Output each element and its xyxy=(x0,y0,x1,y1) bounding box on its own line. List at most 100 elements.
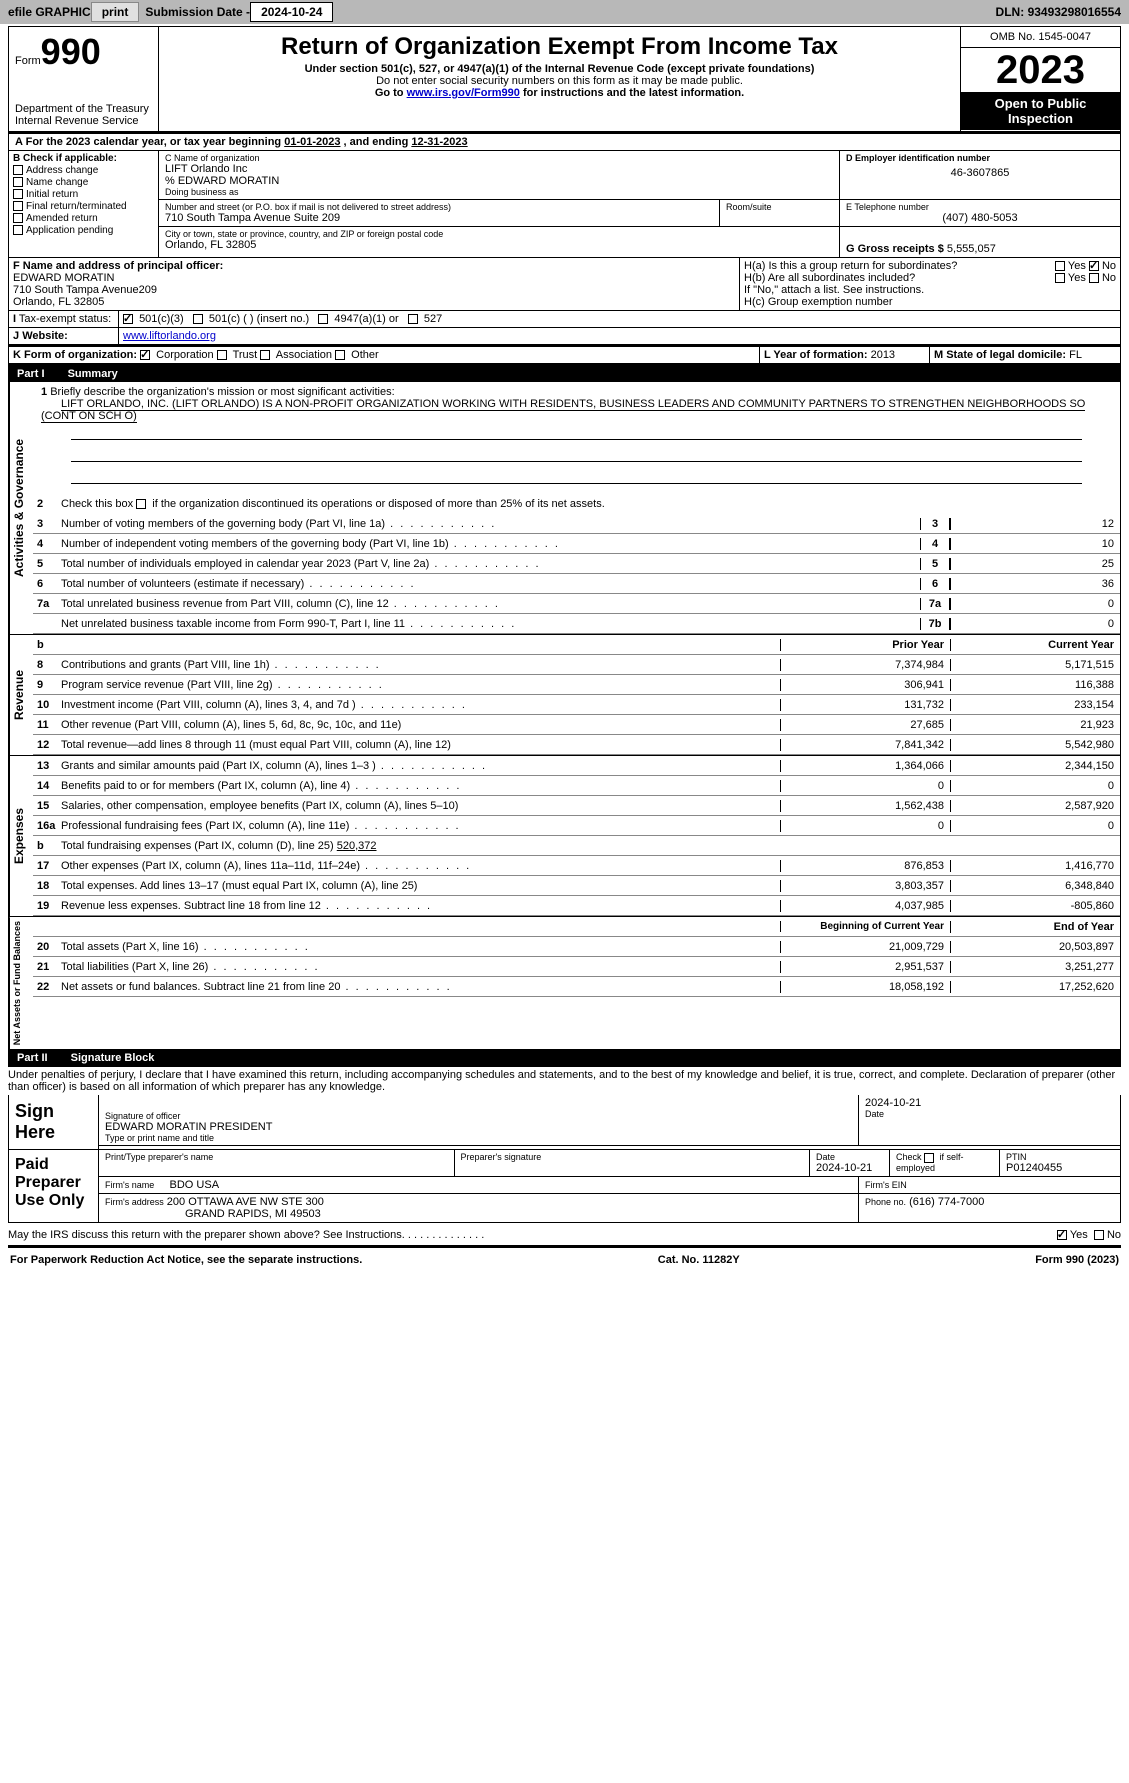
ein-value: 46-3607865 xyxy=(846,167,1114,179)
501c-checkbox[interactable] xyxy=(193,314,203,324)
firm-addr: 200 OTTAWA AVE NW STE 300 xyxy=(167,1196,324,1208)
curr-year-hdr: Current Year xyxy=(950,639,1120,651)
trust-checkbox[interactable] xyxy=(217,350,227,360)
net-assets-section: Net Assets or Fund Balances Beginning of… xyxy=(9,917,1120,1050)
line-15-prior: 1,562,438 xyxy=(780,800,950,812)
line-20-curr: 20,503,897 xyxy=(950,941,1120,953)
discuss-yes-checkbox[interactable] xyxy=(1057,1230,1067,1240)
line-14-curr: 0 xyxy=(950,780,1120,792)
ha-label: H(a) Is this a group return for subordin… xyxy=(744,260,957,272)
box-b: B Check if applicable: Address change Na… xyxy=(9,151,159,257)
section-fh: F Name and address of principal officer:… xyxy=(9,258,1120,311)
line-17-prior: 876,853 xyxy=(780,860,950,872)
line-17-curr: 1,416,770 xyxy=(950,860,1120,872)
footer: For Paperwork Reduction Act Notice, see … xyxy=(0,1250,1129,1270)
line-13: Grants and similar amounts paid (Part IX… xyxy=(57,758,780,774)
paid-preparer-label: Paid Preparer Use Only xyxy=(9,1150,99,1222)
line-8-prior: 7,374,984 xyxy=(780,659,950,671)
form-subtitle-1: Under section 501(c), 527, or 4947(a)(1)… xyxy=(167,63,952,75)
hb-yes-checkbox[interactable] xyxy=(1055,273,1065,283)
line-21-prior: 2,951,537 xyxy=(780,961,950,973)
ha-yes-checkbox[interactable] xyxy=(1055,261,1065,271)
gross-receipts: 5,555,057 xyxy=(947,243,996,255)
line-18-prior: 3,803,357 xyxy=(780,880,950,892)
line-12: Total revenue—add lines 8 through 11 (mu… xyxy=(57,737,780,753)
ptin-label: PTIN xyxy=(1006,1152,1114,1162)
firm-name: BDO USA xyxy=(170,1179,220,1191)
line-7b-val: 0 xyxy=(950,618,1120,630)
final-return-checkbox[interactable]: Final return/terminated xyxy=(13,201,154,212)
mission-text: LIFT ORLANDO, INC. (LIFT ORLANDO) IS A N… xyxy=(41,398,1085,423)
mission-blank-3 xyxy=(71,468,1082,484)
ha-no-checkbox[interactable] xyxy=(1089,261,1099,271)
line-16a-prior: 0 xyxy=(780,820,950,832)
header-left: Form990 Department of the Treasury Inter… xyxy=(9,27,159,131)
line-11-prior: 27,685 xyxy=(780,719,950,731)
mission-blank-1 xyxy=(71,424,1082,440)
4947-checkbox[interactable] xyxy=(318,314,328,324)
irs-label: Internal Revenue Service xyxy=(15,115,152,127)
firm-addr-label: Firm's address xyxy=(105,1197,164,1207)
line-15: Salaries, other compensation, employee b… xyxy=(57,798,780,814)
box-e: E Telephone number (407) 480-5053 xyxy=(840,200,1120,226)
section-i: I Tax-exempt status: 501(c)(3) 501(c) ( … xyxy=(9,311,1120,328)
line-16a: Professional fundraising fees (Part IX, … xyxy=(57,818,780,834)
dba-label: Doing business as xyxy=(165,187,833,197)
initial-return-checkbox[interactable]: Initial return xyxy=(13,189,154,200)
name-change-checkbox[interactable]: Name change xyxy=(13,177,154,188)
discuss-no-checkbox[interactable] xyxy=(1094,1230,1104,1240)
submission-date-value: 2024-10-24 xyxy=(250,2,333,22)
box-d: D Employer identification number 46-3607… xyxy=(840,151,1120,199)
line-18: Total expenses. Add lines 13–17 (must eq… xyxy=(57,878,780,894)
prior-year-hdr: Prior Year xyxy=(780,639,950,651)
hb-no-checkbox[interactable] xyxy=(1089,273,1099,283)
addr-change-checkbox[interactable]: Address change xyxy=(13,165,154,176)
self-employed-checkbox[interactable] xyxy=(924,1153,934,1163)
sig-date-value: 2024-10-21 xyxy=(865,1097,1114,1109)
line-2-checkbox[interactable] xyxy=(136,499,146,509)
section-bcd: B Check if applicable: Address change Na… xyxy=(9,151,1120,258)
line-5: Total number of individuals employed in … xyxy=(57,556,920,572)
paperwork-notice: For Paperwork Reduction Act Notice, see … xyxy=(10,1254,362,1266)
assoc-checkbox[interactable] xyxy=(260,350,270,360)
501c3-checkbox[interactable] xyxy=(123,314,133,324)
line-3-val: 12 xyxy=(950,518,1120,530)
line-20-prior: 21,009,729 xyxy=(780,941,950,953)
expenses-section: Expenses 13Grants and similar amounts pa… xyxy=(9,756,1120,917)
line-20: Total assets (Part X, line 16) xyxy=(57,939,780,955)
corp-checkbox[interactable] xyxy=(140,350,150,360)
begin-year-hdr: Beginning of Current Year xyxy=(780,921,950,932)
officer-label: F Name and address of principal officer: xyxy=(13,260,735,272)
website-link[interactable]: www.liftorlando.org xyxy=(123,330,216,342)
tax-year: 2023 xyxy=(961,48,1120,92)
top-bar: efile GRAPHIC print Submission Date - 20… xyxy=(0,0,1129,24)
irs-link[interactable]: www.irs.gov/Form990 xyxy=(407,87,520,99)
line-3: Number of voting members of the governin… xyxy=(57,516,920,532)
line-9-curr: 116,388 xyxy=(950,679,1120,691)
line-7a-val: 0 xyxy=(950,598,1120,610)
form-subtitle-3: Go to www.irs.gov/Form990 for instructio… xyxy=(167,87,952,99)
line-6: Total number of volunteers (estimate if … xyxy=(57,576,920,592)
527-checkbox[interactable] xyxy=(408,314,418,324)
ein-label: D Employer identification number xyxy=(846,153,1114,163)
line-17: Other expenses (Part IX, column (A), lin… xyxy=(57,858,780,874)
net-assets-tab: Net Assets or Fund Balances xyxy=(9,917,33,1049)
submission-date-label: Submission Date - xyxy=(145,5,250,19)
other-checkbox[interactable] xyxy=(335,350,345,360)
line-7a: Total unrelated business revenue from Pa… xyxy=(57,596,920,612)
line-13-prior: 1,364,066 xyxy=(780,760,950,772)
app-pending-checkbox[interactable]: Application pending xyxy=(13,225,154,236)
ptin-value: P01240455 xyxy=(1006,1162,1114,1174)
omb-number: OMB No. 1545-0047 xyxy=(961,27,1120,48)
print-button[interactable]: print xyxy=(91,2,140,22)
line-16b: Total fundraising expenses (Part IX, col… xyxy=(57,838,780,854)
amended-return-checkbox[interactable]: Amended return xyxy=(13,213,154,224)
prep-check-label: Check if self-employed xyxy=(896,1152,993,1173)
phone-label: E Telephone number xyxy=(846,202,1114,212)
line-4-val: 10 xyxy=(950,538,1120,550)
line-8-curr: 5,171,515 xyxy=(950,659,1120,671)
line-7b: Net unrelated business taxable income fr… xyxy=(57,616,920,632)
line-12-prior: 7,841,342 xyxy=(780,739,950,751)
street-address: 710 South Tampa Avenue Suite 209 xyxy=(165,212,713,224)
end-year-hdr: End of Year xyxy=(950,921,1120,933)
